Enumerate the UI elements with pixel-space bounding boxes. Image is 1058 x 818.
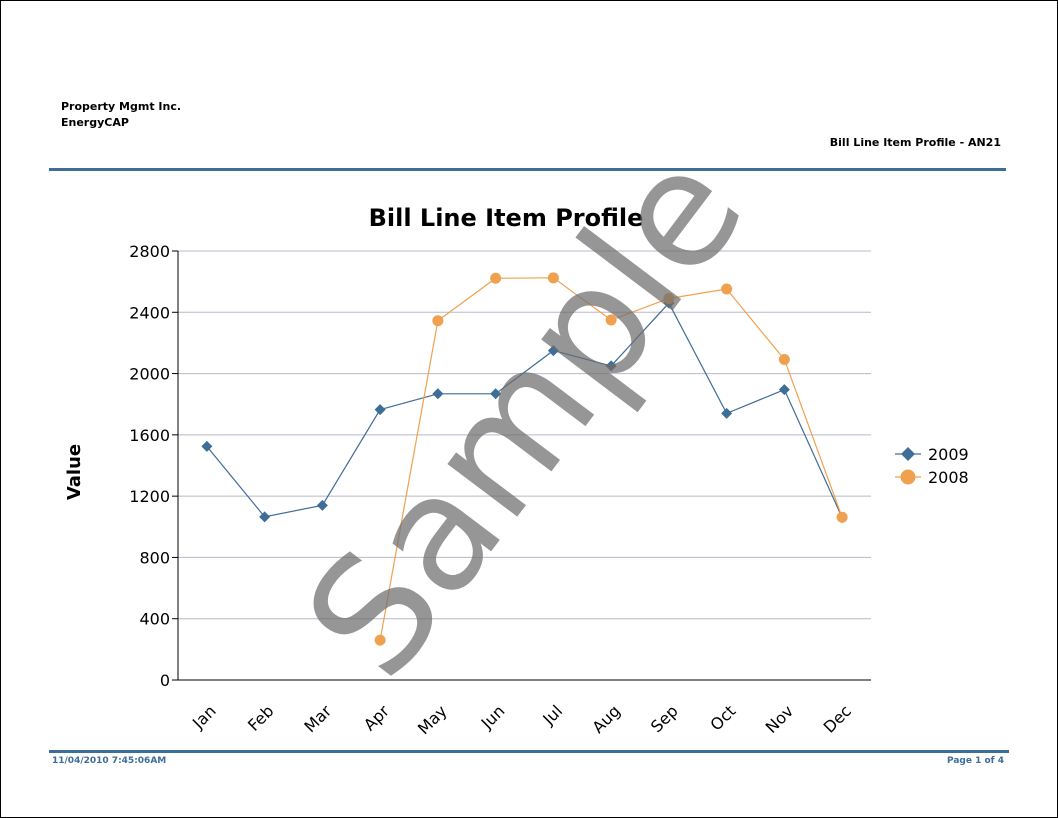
x-tick-label: Nov [762, 701, 798, 737]
product-name: EnergyCAP [61, 116, 129, 129]
report-id: Bill Line Item Profile - AN21 [829, 136, 1001, 149]
x-tick-label: Jun [477, 701, 509, 733]
data-point-2008 [374, 634, 386, 646]
x-tick-label: Dec [820, 701, 855, 736]
y-tick-label: 0 [160, 671, 170, 690]
header-rule [49, 168, 1006, 171]
data-point-2008 [547, 272, 559, 284]
company-block: Property Mgmt Inc. EnergyCAP [61, 99, 181, 131]
data-point-2008 [605, 314, 617, 326]
data-point-2009 [547, 345, 559, 357]
data-point-2009 [374, 404, 386, 416]
legend-marker-2009 [901, 447, 915, 461]
y-tick-label: 400 [139, 610, 170, 629]
series-line-2009 [206, 302, 843, 518]
data-point-2008 [721, 283, 733, 295]
legend-label-2008: 2008 [928, 468, 969, 487]
legend-marker-2008 [900, 469, 916, 485]
x-tick-label: Sep [647, 701, 682, 736]
data-point-2008 [778, 353, 790, 365]
x-tick-label: Aug [588, 701, 624, 737]
legend-label-2009: 2009 [928, 445, 969, 464]
y-axis-label: Value [64, 444, 85, 500]
data-point-2009 [490, 388, 502, 400]
footer-page-number: Page 1 of 4 [947, 756, 1004, 766]
data-point-2008 [490, 272, 502, 284]
x-tick-label: Oct [706, 701, 739, 734]
data-point-2009 [721, 407, 733, 419]
y-tick-label: 1200 [129, 487, 170, 506]
data-point-2009 [778, 384, 790, 396]
data-point-2009 [605, 360, 617, 372]
x-tick-label: Mar [300, 701, 335, 736]
data-point-2008 [663, 292, 675, 304]
chart-title: Bill Line Item Profile [369, 204, 644, 232]
y-tick-label: 2000 [129, 365, 170, 384]
y-tick-label: 800 [139, 548, 170, 567]
footer-timestamp: 11/04/2010 7:45:06AM [52, 756, 167, 766]
y-tick-label: 1600 [129, 426, 170, 445]
x-tick-label: Jul [538, 701, 566, 729]
data-point-2009 [432, 388, 444, 400]
x-tick-label: Apr [360, 701, 393, 734]
data-point-2009 [259, 511, 271, 523]
data-point-2009 [316, 499, 328, 511]
data-point-2008 [836, 511, 848, 523]
y-tick-label: 2800 [129, 242, 170, 261]
data-point-2009 [201, 440, 213, 452]
y-tick-label: 2400 [129, 303, 170, 322]
data-point-2008 [432, 315, 444, 327]
x-tick-label: May [414, 701, 451, 738]
company-name: Property Mgmt Inc. [61, 100, 182, 113]
x-tick-label: Feb [244, 701, 277, 734]
x-tick-label: Jan [188, 701, 220, 733]
footer-rule [49, 750, 1009, 753]
series-line-2008 [379, 277, 843, 641]
